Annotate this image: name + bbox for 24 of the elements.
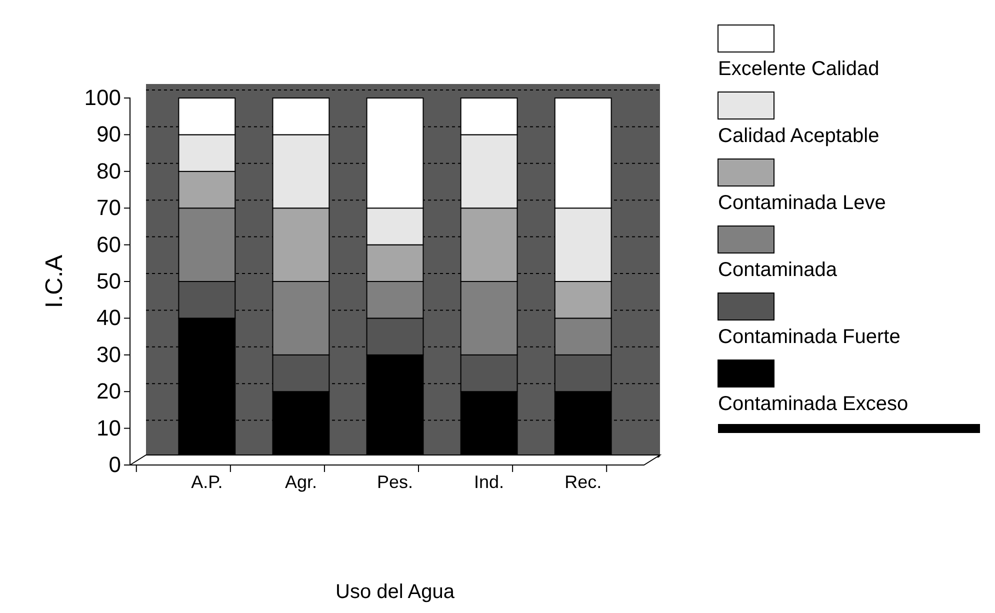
- legend-label: Contaminada Fuerte: [718, 326, 900, 348]
- x-tick-label: Pes.: [376, 472, 414, 492]
- y-tick-label: 0: [108, 452, 121, 478]
- x-tick-label: Rec.: [564, 472, 602, 492]
- y-tick-label: 60: [96, 232, 121, 257]
- x-tick-label: Ind.: [474, 472, 504, 492]
- y-tick-label: 30: [96, 342, 121, 367]
- y-tick-label: 10: [96, 415, 121, 440]
- x-tick-label: A.P.: [191, 472, 223, 492]
- y-tick-label: 80: [96, 158, 121, 184]
- y-tick-label: 70: [96, 195, 121, 220]
- legend-label: Calidad Aceptable: [718, 125, 880, 147]
- y-tick-label: 40: [96, 305, 121, 330]
- y-tick-label: 20: [96, 378, 121, 404]
- x-tick-label: Agr.: [284, 472, 317, 492]
- y-tick-label: 100: [84, 85, 121, 110]
- legend-label: Excelente Calidad: [718, 58, 880, 80]
- legend-label: Contaminada Leve: [718, 192, 886, 214]
- y-axis-title: I.C.A: [41, 254, 68, 308]
- legend-label: Contaminada: [718, 259, 838, 281]
- x-axis-title: Uso del Agua: [336, 581, 456, 603]
- legend-label: Contaminada Exceso: [718, 393, 908, 415]
- y-tick-label: 90: [96, 122, 121, 147]
- y-tick-label: 50: [96, 268, 121, 294]
